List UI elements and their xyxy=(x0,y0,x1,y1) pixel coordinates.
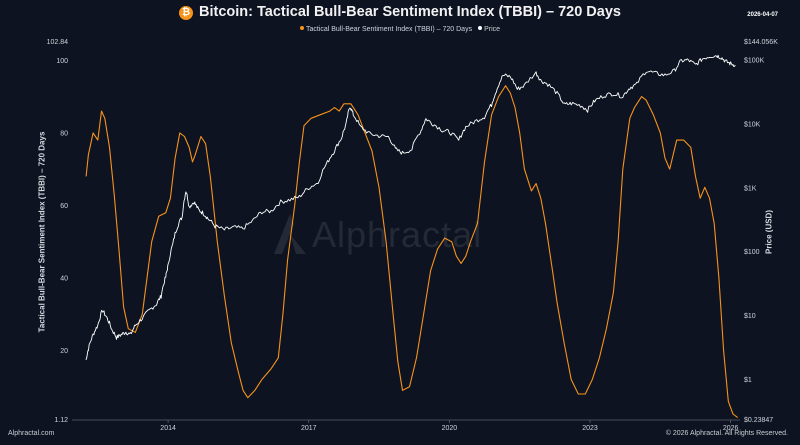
y-left-tick-label-2: 60 xyxy=(60,203,68,210)
chart-title: ₿ Bitcoin: Tactical Bull-Bear Sentiment I… xyxy=(0,4,800,20)
x-tick-label-1: 2017 xyxy=(301,425,317,432)
y-right-tick-label-1: $10 xyxy=(744,313,756,320)
y-right-tick-label-4: $10K xyxy=(744,121,761,128)
legend-entry-price[interactable]: Price xyxy=(484,26,501,33)
footer-site[interactable]: Alphractal.com xyxy=(8,430,55,437)
y-right-tick-label-3: $1K xyxy=(744,185,757,192)
y-right-tick-label-2: $100 xyxy=(744,249,760,256)
chart-title-text: Bitcoin: Tactical Bull-Bear Sentiment In… xyxy=(199,4,621,20)
legend-entry-tbbi[interactable]: Tactical Bull-Bear Sentiment Index (TBBI… xyxy=(305,26,473,33)
y-right-tick-label-0: $1 xyxy=(744,377,752,384)
x-tick-label-4: 2026 xyxy=(723,425,739,432)
y-left-tick-label-1: 40 xyxy=(60,275,68,282)
x-tick-label-3: 2023 xyxy=(582,425,598,432)
y-left-tick-label-3: 80 xyxy=(60,130,68,137)
x-tick-label-0: 2014 xyxy=(160,425,176,432)
legend-swatch-tbbi xyxy=(299,26,304,30)
alphractal-logo-icon xyxy=(274,214,306,254)
y-left-min-label: 1.12 xyxy=(54,417,68,424)
y-axis-left-title: Tactical Bull-Bear Sentiment Index (TBBI… xyxy=(37,131,47,333)
y-right-max-label: $144.056K xyxy=(744,39,778,46)
footer-copyright: © 2026 Alphractal. All Rights Reserved. xyxy=(665,430,788,437)
legend-swatch-price xyxy=(478,26,483,30)
series-line-tbbi xyxy=(85,85,739,419)
series-line-price xyxy=(85,54,736,361)
watermark: Alphractal xyxy=(312,214,483,255)
date-stamp: 2026-04-07 xyxy=(747,12,778,18)
y-axis-right-title: Price (USD) xyxy=(764,209,774,255)
bitcoin-icon: ₿ xyxy=(179,6,194,20)
x-tick-label-2: 2020 xyxy=(442,425,458,432)
y-left-max-label: 102.84 xyxy=(47,39,69,46)
y-right-min-label: $0.23847 xyxy=(744,417,773,424)
y-left-tick-label-4: 100 xyxy=(56,58,68,65)
legend: Tactical Bull-Bear Sentiment Index (TBBI… xyxy=(0,26,800,33)
y-right-tick-label-5: $100K xyxy=(744,58,765,65)
y-left-tick-label-0: 20 xyxy=(60,348,68,355)
